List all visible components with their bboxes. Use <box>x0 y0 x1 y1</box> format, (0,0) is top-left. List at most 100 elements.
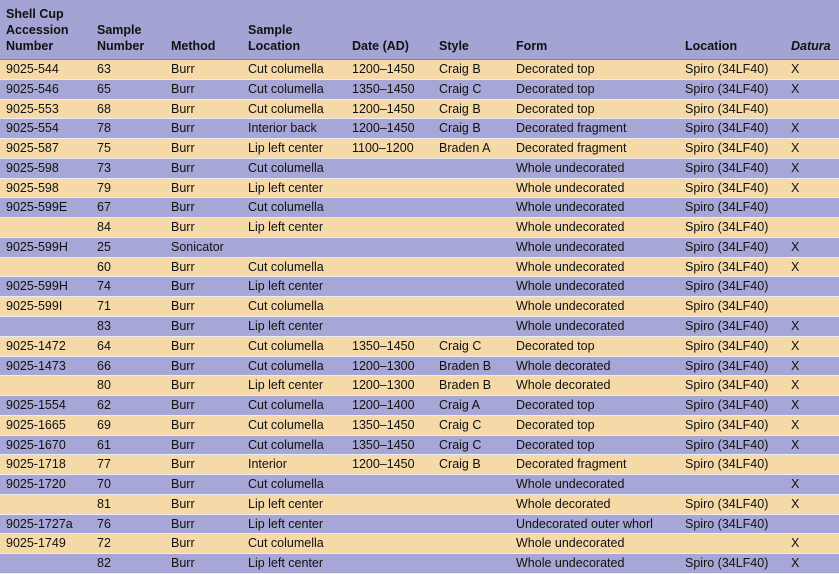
table-cell: 81 <box>97 496 111 511</box>
table-cell: 1200–1450 <box>352 101 415 116</box>
table-row: 60 Burr Cut columella Whole undecorated Spir… <box>0 257 839 278</box>
table-cell: 1200–1300 <box>352 378 415 393</box>
table-row: 81 Burr Lip left center Whole decorated Spir… <box>0 494 839 515</box>
table-cell: Decorated fragment <box>516 457 627 472</box>
table-cell: X <box>791 358 800 373</box>
table-cell: Burr <box>171 536 195 551</box>
table-cell: 79 <box>97 180 111 195</box>
table-cell: X <box>791 319 800 333</box>
table-cell: Whole undecorated <box>516 477 625 492</box>
table-cell: Spiro (34LF40) <box>685 338 769 353</box>
table-cell: Craig B <box>439 121 481 136</box>
table-cell: 9025-1554 <box>6 398 66 413</box>
table-cell: Spiro (34LF40) <box>685 319 769 333</box>
column-header: Sample Number <box>97 22 144 54</box>
table-cell: Spiro (34LF40) <box>685 259 769 274</box>
table-cell: Whole undecorated <box>516 239 625 254</box>
table-cell: 68 <box>97 101 111 116</box>
table-cell: Decorated top <box>516 417 595 432</box>
table-cell: X <box>791 121 800 136</box>
table-cell: 9025-598 <box>6 160 59 175</box>
table-cell: 9025-1665 <box>6 417 66 432</box>
table-cell: X <box>791 378 800 393</box>
table-cell: Craig A <box>439 398 480 413</box>
table-cell: Lip left center <box>248 279 324 294</box>
table-cell: Lip left center <box>248 496 324 511</box>
table-cell: 1350–1450 <box>352 417 415 432</box>
table-cell: Burr <box>171 398 195 413</box>
table-cell: 1200–1450 <box>352 62 415 76</box>
table-cell: 9025-599H <box>6 279 68 294</box>
table-cell: Burr <box>171 62 195 76</box>
table-cell: X <box>791 556 800 571</box>
table-cell: 84 <box>97 220 111 235</box>
table-cell: Lip left center <box>248 220 324 235</box>
table-cell: Lip left center <box>248 556 324 571</box>
table-cell: Whole decorated <box>516 378 611 393</box>
table-cell: Interior back <box>248 121 317 136</box>
table-cell: Spiro (34LF40) <box>685 62 769 76</box>
table-cell: Spiro (34LF40) <box>685 279 769 294</box>
table-row: 82 Burr Lip left center Whole undecorated Sp… <box>0 554 839 574</box>
table-cell: Decorated top <box>516 437 595 452</box>
table-cell: Craig C <box>439 81 482 96</box>
table-cell: Whole undecorated <box>516 299 625 314</box>
header-line: Method <box>171 39 216 53</box>
header-line: Number <box>6 39 54 53</box>
table-cell: Cut columella <box>248 536 324 551</box>
table-cell: Cut columella <box>248 477 324 492</box>
table-cell: Burr <box>171 556 195 571</box>
table-cell: 25 <box>97 239 111 254</box>
table-cell: X <box>791 338 800 353</box>
column-header: Style <box>439 38 469 54</box>
table-cell: Spiro (34LF40) <box>685 398 769 413</box>
table-cell: Burr <box>171 338 195 353</box>
table-cell: 60 <box>97 259 111 274</box>
table-cell: 9025-1727a <box>6 516 73 531</box>
table-cell: 82 <box>97 556 111 571</box>
table-cell: 64 <box>97 338 111 353</box>
table-cell: 80 <box>97 378 111 393</box>
table-cell: Spiro (34LF40) <box>685 200 769 215</box>
table-row: 83 Burr Lip left center Whole undecorated Sp… <box>0 317 839 337</box>
table-cell: Decorated fragment <box>516 141 627 156</box>
table-cell: Lip left center <box>248 378 324 393</box>
table-cell: Spiro (34LF40) <box>685 516 769 531</box>
table-cell: Cut columella <box>248 62 324 76</box>
table-cell: Lip left center <box>248 319 324 333</box>
table-cell: Burr <box>171 200 195 215</box>
table-cell: X <box>791 180 800 195</box>
table-cell: X <box>791 81 800 96</box>
table-cell: Burr <box>171 496 195 511</box>
table-cell: Cut columella <box>248 398 324 413</box>
table-cell: 9025-598 <box>6 180 59 195</box>
table-cell: Undecorated outer whorl <box>516 516 653 531</box>
table-row: 80 Burr Lip left center 1200–1300 Braden B Wh… <box>0 376 839 397</box>
table-cell: 77 <box>97 457 111 472</box>
table-cell: X <box>791 398 800 413</box>
header-line: Form <box>516 39 548 53</box>
table-cell: 9025-587 <box>6 141 59 156</box>
table-row: 9025-1670 61 Burr Cut columella 1350–1450 Cra… <box>0 435 839 456</box>
table-cell: Burr <box>171 220 195 235</box>
table-cell: Burr <box>171 259 195 274</box>
table-cell: Craig C <box>439 437 482 452</box>
table-cell: 76 <box>97 516 111 531</box>
table-cell: Burr <box>171 358 195 373</box>
table-cell: Spiro (34LF40) <box>685 101 769 116</box>
table-cell: Lip left center <box>248 180 324 195</box>
table-cell: Spiro (34LF40) <box>685 180 769 195</box>
header-line: Date (AD) <box>352 39 409 53</box>
table-cell: Cut columella <box>248 358 324 373</box>
table-cell: Craig C <box>439 338 482 353</box>
header-line: Location <box>248 39 301 53</box>
table-row: 9025-1718 77 Burr Interior 1200–1450 Craig B D… <box>0 455 839 476</box>
table-cell: 1100–1200 <box>352 141 414 156</box>
table-cell: Craig B <box>439 457 481 472</box>
table-cell: 1200–1450 <box>352 121 415 136</box>
table-cell: Spiro (34LF40) <box>685 378 769 393</box>
table-cell: Burr <box>171 141 195 156</box>
table-cell: Spiro (34LF40) <box>685 239 769 254</box>
table-cell: Cut columella <box>248 417 324 432</box>
column-header: Method <box>171 38 215 54</box>
